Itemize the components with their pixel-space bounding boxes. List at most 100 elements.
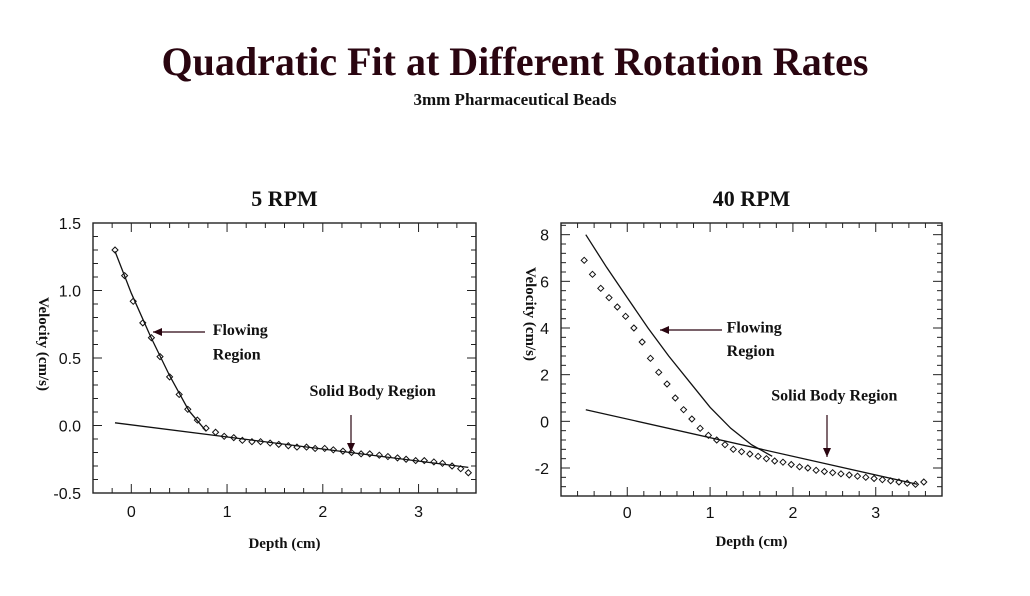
p2-data-point — [737, 447, 746, 456]
p2-data-point — [754, 452, 762, 461]
p1-fit-line-2 — [114, 422, 469, 469]
p1-ytick-label-2: 0.5 — [59, 351, 81, 368]
p1-plot-frame — [92, 222, 477, 494]
p2-data-point — [688, 415, 696, 423]
p2-data-point — [605, 293, 613, 302]
p1-data-point — [430, 458, 438, 466]
p2-xtick-label-0: 0 — [623, 505, 632, 522]
p2-data-point — [862, 473, 870, 482]
p2-data-point — [770, 457, 779, 465]
p2-data-point — [878, 475, 887, 484]
p1-data-point — [456, 464, 465, 473]
p1-data-point — [211, 428, 220, 436]
p1-data-point — [284, 442, 293, 450]
p2-data-point — [588, 270, 597, 279]
p1-data-point — [147, 334, 156, 342]
p2-data-point — [920, 478, 928, 486]
p1-annotation-2: Solid Body Region — [309, 383, 435, 400]
p2-data-point — [762, 454, 771, 463]
p1-title: 5 RPM — [251, 186, 318, 211]
p2-data-point — [779, 458, 787, 466]
p1-data-point — [420, 456, 429, 465]
p2-arrow-head-1 — [823, 448, 831, 457]
p1-data-point — [357, 450, 365, 458]
p2-ytick-label-3: 4 — [540, 321, 549, 338]
p1-data-point — [156, 352, 164, 361]
p2-data-point — [638, 338, 646, 346]
p2-arrow-head-0 — [660, 326, 669, 334]
p2-data-point — [795, 463, 804, 471]
p1-xlabel: Depth (cm) — [248, 536, 320, 552]
p1-data-point — [347, 448, 356, 457]
p1-data-point — [275, 440, 283, 449]
p2-data-point — [721, 440, 729, 449]
p2-data-point — [845, 471, 853, 479]
p2-ytick-label-5: 8 — [540, 228, 549, 245]
p1-data-point — [329, 446, 338, 454]
p1-data-point — [366, 450, 374, 458]
p1-data-point — [402, 455, 410, 463]
p2-fit-line-2 — [585, 409, 918, 485]
p2-data-point — [729, 445, 737, 454]
p1-data-point — [230, 433, 238, 442]
p2-title: 40 RPM — [713, 186, 791, 211]
p2-plot-frame — [560, 222, 943, 497]
p2-annotation-2: Solid Body Region — [771, 387, 897, 404]
p2-data-point — [580, 256, 588, 265]
p2-xlabel: Depth (cm) — [715, 534, 787, 550]
main-title: Quadratic Fit at Different Rotation Rate… — [161, 39, 869, 84]
p1-data-point — [202, 424, 210, 432]
p2-data-point — [663, 380, 671, 388]
p2-data-point — [646, 354, 655, 363]
p2-fit-line-1 — [585, 234, 773, 457]
p1-data-point — [129, 297, 137, 306]
p2-data-point — [804, 464, 812, 472]
p1-ytick-label-1: 0.0 — [59, 419, 81, 436]
p2-data-point — [613, 303, 622, 311]
p2-data-point — [679, 405, 688, 414]
p2-ytick-label-1: 0 — [540, 414, 549, 431]
p2-xtick-label-2: 2 — [788, 505, 797, 522]
p2-data-point — [853, 472, 862, 480]
p2-data-point — [696, 424, 704, 433]
p1-data-point — [139, 319, 147, 327]
p1-annotation-1: Region — [213, 346, 261, 363]
p2-data-point — [704, 431, 713, 440]
subtitle: 3mm Pharmaceutical Beads — [413, 90, 617, 109]
p1-data-point — [438, 459, 447, 468]
p1-data-point — [411, 456, 420, 465]
p1-arrow-head-0 — [153, 328, 162, 336]
p2-data-point — [655, 368, 663, 377]
p2-xtick-label-1: 1 — [706, 505, 715, 522]
p1-xtick-label-0: 0 — [127, 504, 136, 521]
p2-data-point — [886, 477, 895, 485]
p2-ytick-label-4: 6 — [540, 274, 549, 291]
p1-data-point — [464, 469, 473, 477]
p1-data-point — [384, 452, 392, 461]
p1-ylabel: Velocity (cm/s) — [35, 297, 51, 391]
p1-data-point — [393, 454, 402, 462]
p2-data-point — [870, 474, 878, 483]
p1-ytick-label-4: 1.5 — [59, 216, 81, 233]
p2-ytick-label-0: -2 — [535, 461, 549, 478]
p2-ytick-label-2: 2 — [540, 368, 549, 385]
p2-data-point — [820, 467, 829, 476]
p2-data-point — [597, 284, 605, 293]
p2-data-point — [630, 324, 638, 332]
p1-fit-line-1 — [114, 251, 207, 432]
p1-data-point — [321, 444, 329, 453]
p2-data-point — [828, 468, 837, 477]
p1-data-point — [175, 390, 183, 399]
p1-data-point — [339, 447, 347, 455]
p1-data-point — [120, 271, 129, 280]
p1-xtick-label-1: 1 — [223, 504, 232, 521]
p1-data-point — [165, 373, 174, 381]
p2-data-point — [837, 470, 845, 478]
p1-data-point — [375, 451, 383, 459]
p2-ylabel: Velocity (cm/s) — [522, 267, 538, 361]
p1-arrow-head-1 — [347, 443, 355, 452]
p2-annotation-0: Flowing — [727, 320, 782, 337]
p2-data-point — [621, 312, 630, 321]
p1-data-point — [184, 405, 192, 414]
